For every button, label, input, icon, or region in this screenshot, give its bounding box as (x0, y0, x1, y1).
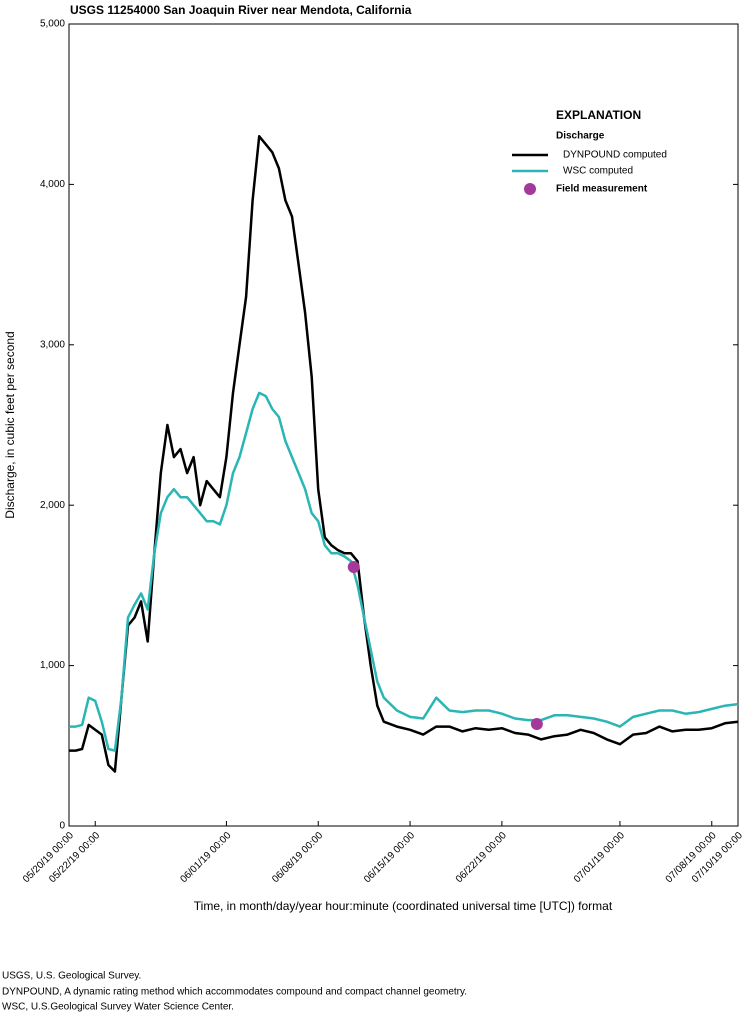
legend-swatch (524, 183, 536, 195)
legend-label: DYNPOUND computed (563, 150, 667, 161)
legend-label: Field measurement (556, 184, 648, 195)
line-series (69, 135, 739, 773)
legend-label: WSC computed (563, 166, 633, 177)
x-tick-label: 07/01/19 00:00 (572, 830, 627, 885)
footnote: DYNPOUND, A dynamic rating method which … (2, 987, 467, 998)
data-point (347, 560, 360, 573)
data-point (530, 717, 543, 730)
footnote: WSC, U.S.Geological Survey Water Science… (2, 1002, 234, 1013)
x-tick-label: 06/01/19 00:00 (178, 830, 233, 885)
chart-title: USGS 11254000 San Joaquin River near Men… (70, 3, 412, 17)
y-tick-label: 3,000 (40, 339, 65, 350)
plot-frame (68, 23, 739, 827)
x-axis-label: Time, in month/day/year hour:minute (coo… (194, 899, 613, 913)
legend-title: EXPLANATION (556, 108, 641, 122)
footnote: USGS, U.S. Geological Survey. (2, 971, 141, 982)
y-tick-label: 1,000 (40, 660, 65, 671)
y-tick-label: 4,000 (40, 179, 65, 190)
y-tick-label: 5,000 (40, 19, 65, 30)
line-series (69, 391, 739, 752)
x-tick-label: 06/22/19 00:00 (454, 830, 509, 885)
legend-subtitle: Discharge (556, 131, 605, 142)
x-tick-label: 06/08/19 00:00 (270, 830, 325, 885)
y-tick-label: 0 (59, 821, 65, 832)
y-tick-label: 2,000 (40, 500, 65, 511)
y-axis-label: Discharge, in cubic feet per second (3, 331, 17, 518)
x-tick-label: 06/15/19 00:00 (362, 830, 417, 885)
